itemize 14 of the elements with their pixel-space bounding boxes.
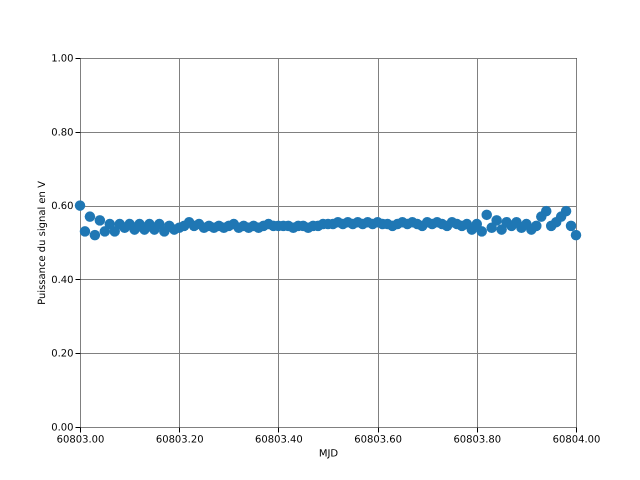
y-tick-label: 0.80	[51, 127, 74, 138]
y-tick-label: 0.60	[51, 201, 74, 212]
x-tick-label: 60804.00	[552, 434, 600, 446]
x-tick-label: 60803.00	[56, 434, 104, 446]
x-axis-title: MJD	[318, 448, 338, 460]
y-axis-title: Puissance du signal en V	[37, 180, 48, 305]
y-tick-label: 1.00	[51, 54, 74, 64]
x-tick-label: 60803.40	[255, 434, 303, 446]
x-tick-label: 60803.60	[354, 434, 402, 446]
y-tick-label: 0.00	[51, 422, 74, 434]
x-tick-label: 60803.80	[453, 434, 502, 446]
x-tick-label: 60803.20	[156, 434, 204, 446]
y-tick-label: 0.40	[51, 274, 74, 286]
y-tick-label: 0.20	[51, 348, 74, 360]
